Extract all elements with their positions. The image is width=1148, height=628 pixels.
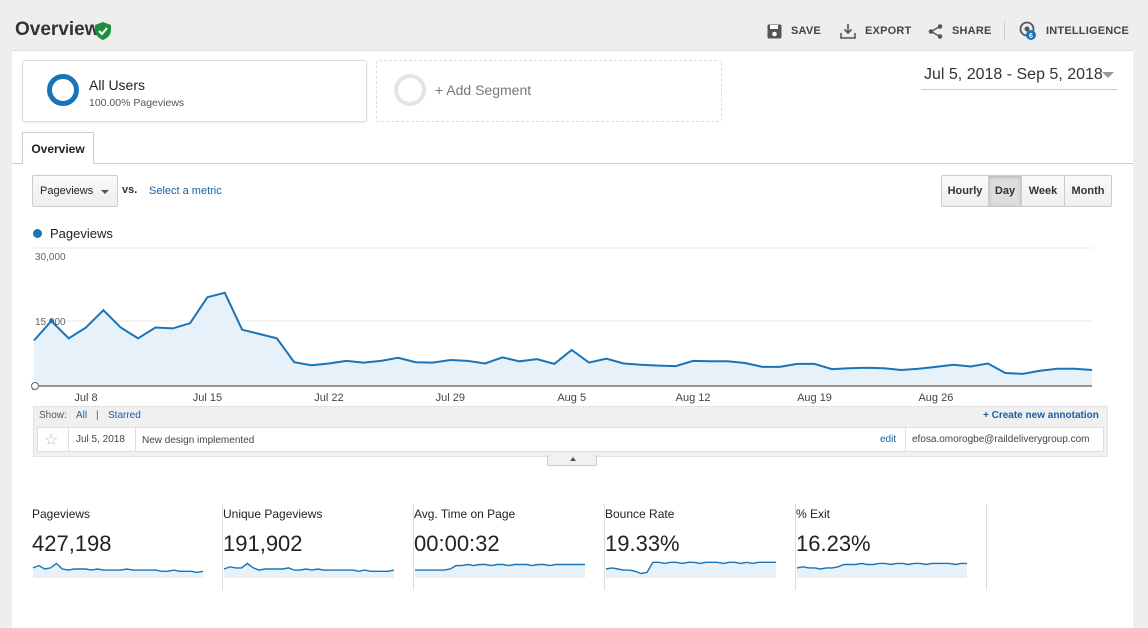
report-header: Overview SAVE EXPORT SHARE — [0, 0, 1148, 58]
verified-shield-icon — [95, 22, 111, 40]
legend-marker — [33, 229, 42, 238]
export-label: EXPORT — [865, 25, 912, 37]
granularity-week[interactable]: Week — [1022, 176, 1065, 206]
segment-subtitle: 100.00% Pageviews — [89, 97, 185, 109]
chevron-down-icon — [101, 190, 109, 194]
annotation-edit-link[interactable]: edit — [880, 434, 897, 445]
sparkline — [223, 562, 395, 578]
toolbar-divider — [1004, 21, 1005, 41]
annotation-divider — [68, 428, 69, 451]
stat-value: 19.33% — [605, 531, 680, 556]
export-button[interactable]: EXPORT — [840, 22, 911, 40]
segment-all-users[interactable] — [22, 60, 367, 122]
intelligence-icon: 6 — [1019, 21, 1036, 40]
stat-bounce-rate[interactable]: Bounce Rate 19.33% — [605, 504, 796, 590]
save-icon — [767, 24, 782, 38]
stat-value: 427,198 — [32, 531, 112, 556]
page-title: Overview — [15, 19, 100, 40]
stat-label: Pageviews — [32, 507, 91, 521]
annotation-row — [37, 427, 1104, 452]
create-annotation-link[interactable]: + Create new annotation — [983, 410, 1099, 421]
stat-exit-rate[interactable]: % Exit 16.23% — [796, 504, 987, 590]
add-segment-button[interactable] — [376, 60, 722, 122]
stat-avg-time-on-page[interactable]: Avg. Time on Page 00:00:32 — [414, 504, 605, 590]
stat-label: % Exit — [796, 507, 831, 521]
share-icon — [928, 23, 943, 39]
metric-dropdown-label: Pageviews — [40, 185, 94, 197]
sparkline — [32, 562, 204, 578]
intelligence-label: INTELLIGENCE — [1046, 25, 1130, 37]
add-segment-label: + Add Segment — [435, 82, 532, 98]
save-label: SAVE — [791, 25, 821, 37]
vs-label: vs. — [122, 184, 138, 196]
chevron-up-icon — [570, 457, 576, 461]
stat-unique-pageviews[interactable]: Unique Pageviews 191,902 — [223, 504, 414, 590]
granularity-day[interactable]: Day — [989, 176, 1022, 206]
save-button[interactable]: SAVE — [767, 22, 821, 40]
star-icon[interactable]: ☆ — [44, 432, 59, 449]
sparkline-line — [796, 562, 967, 570]
annotation-user: efosa.omorogbe@raildeliverygroup.com — [912, 434, 1090, 445]
sparkline-area — [606, 562, 776, 578]
annotation-date: Jul 5, 2018 — [76, 434, 125, 445]
sparkline-area — [797, 563, 967, 578]
intelligence-badge: 6 — [1029, 33, 1033, 40]
annotations-filter-separator: | — [96, 410, 99, 421]
export-icon — [840, 23, 856, 39]
annotations-filter-all[interactable]: All — [76, 410, 88, 421]
chevron-down-icon — [1102, 72, 1114, 78]
date-range-label: Jul 5, 2018 - Sep 5, 2018 — [924, 66, 1103, 83]
sparkline — [605, 561, 776, 578]
stat-value: 16.23% — [796, 531, 871, 556]
stat-label: Bounce Rate — [605, 507, 675, 521]
tab-overview[interactable]: Overview — [22, 132, 94, 164]
annotation-divider — [905, 428, 906, 451]
granularity-hourly[interactable]: Hourly — [942, 176, 989, 206]
sparkline-line — [223, 562, 395, 573]
stat-value: 00:00:32 — [414, 531, 500, 556]
select-metric-link[interactable]: Select a metric — [149, 185, 222, 197]
sparkline-line — [415, 563, 585, 571]
sparkline-area — [224, 563, 394, 578]
date-range-picker[interactable]: Jul 5, 2018 - Sep 5, 2018 — [921, 62, 1117, 90]
stat-pageviews[interactable]: Pageviews 427,198 — [32, 504, 223, 590]
annotation-divider — [135, 428, 136, 451]
stat-value: 191,902 — [223, 531, 303, 556]
intelligence-button[interactable]: 6 INTELLIGENCE — [1019, 21, 1130, 40]
sparkline-area — [415, 564, 585, 578]
tab-underline — [12, 163, 1133, 164]
segment-ring-icon — [47, 74, 79, 106]
annotations-filter-starred[interactable]: Starred — [108, 410, 141, 421]
granularity-month[interactable]: Month — [1065, 176, 1111, 206]
share-label: SHARE — [952, 25, 992, 37]
sparkline-line — [32, 562, 204, 574]
annotation-text: New design implemented — [142, 435, 255, 446]
sparkline — [415, 563, 585, 578]
sparkline — [796, 562, 967, 578]
share-button[interactable]: SHARE — [928, 22, 992, 40]
stat-label: Avg. Time on Page — [414, 507, 516, 521]
collapse-annotations-button[interactable] — [547, 455, 597, 466]
annotations-show-label: Show: — [39, 410, 67, 421]
granularity-toggle: Hourly Day Week Month — [941, 175, 1112, 207]
stat-label: Unique Pageviews — [223, 507, 323, 521]
sparkline-line — [605, 561, 776, 575]
legend-label: Pageviews — [50, 226, 113, 241]
metric-dropdown[interactable]: Pageviews — [32, 175, 118, 207]
empty-segment-ring-icon — [394, 74, 426, 106]
segment-name: All Users — [89, 77, 146, 93]
